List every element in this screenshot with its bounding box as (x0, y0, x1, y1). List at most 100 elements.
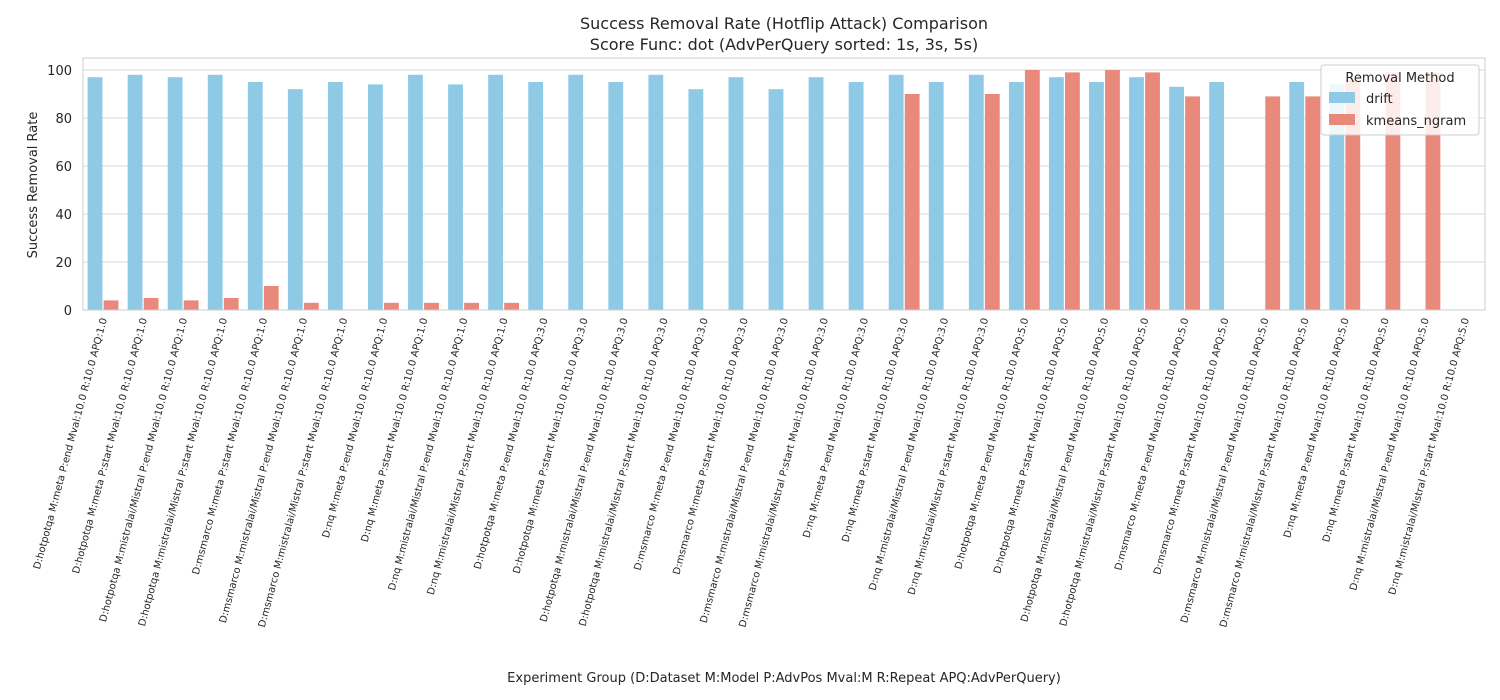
x-tick-label: D:nq M:mistralai/Mistral P:end Mval:10.0… (387, 317, 471, 592)
bar-kmeans-ngram (904, 94, 920, 310)
bar-drift (688, 89, 704, 310)
bar-kmeans-ngram (984, 94, 1000, 310)
bar-kmeans-ngram (1265, 96, 1281, 311)
y-tick-label: 60 (55, 160, 72, 175)
bar-drift (928, 82, 944, 310)
x-tick-label: D:msmarco M:meta P:start Mval:10.0 R:10.… (672, 317, 751, 576)
x-tick-label: D:nq M:mistralai/Mistral P:start Mval:10… (426, 317, 511, 596)
x-tick-label: D:hotpotqa M:meta P:end Mval:10.0 R:10.0… (32, 317, 110, 571)
x-tick-label: D:msmarco M:mistralai/Mistral P:end Mval… (1179, 317, 1271, 625)
x-tick-label: D:msmarco M:mistralai/Mistral P:end Mval… (699, 317, 791, 625)
x-tick-label: D:hotpotqa M:mistralai/Mistral P:end Mva… (539, 317, 631, 623)
bar-drift (1169, 86, 1184, 310)
x-tick-label: D:msmarco M:meta P:end Mval:10.0 R:10.0 … (1113, 317, 1191, 572)
legend: Removal Method drift kmeans_ngram (1320, 64, 1480, 136)
x-tick-label: D:msmarco M:mistralai/Mistral P:start Mv… (738, 317, 831, 629)
legend-swatch-kmeans-ngram (1329, 114, 1355, 125)
bar-drift (1329, 84, 1345, 311)
x-tick-label: D:msmarco M:mistralai/Mistral P:start Mv… (1218, 317, 1311, 629)
x-tick-label: D:hotpotqa M:mistralai/Mistral P:end Mva… (1019, 317, 1111, 623)
bar-drift (768, 89, 784, 310)
y-axis-label: Success Removal Rate (26, 112, 41, 259)
bar-drift (968, 74, 984, 310)
bar-drift (368, 84, 383, 311)
bar-drift (167, 77, 183, 310)
bar-drift (608, 82, 624, 310)
legend-label-drift: drift (1366, 92, 1393, 107)
bar-drift (1048, 77, 1064, 310)
legend-swatch-drift (1329, 92, 1355, 103)
bar-drift (888, 74, 904, 310)
bar-kmeans-ngram (1065, 72, 1080, 311)
x-axis-label: Experiment Group (D:Dataset M:Model P:Ad… (507, 671, 1061, 686)
x-tick-label: D:nq M:mistralai/Mistral P:end Mval:10.0… (1348, 317, 1432, 592)
bar-drift (207, 74, 223, 310)
bar-kmeans-ngram (464, 302, 479, 310)
x-tick-label: D:msmarco M:meta P:start Mval:10.0 R:10.… (1152, 317, 1231, 576)
bar-kmeans-ngram (504, 302, 520, 310)
x-tick-label: D:nq M:mistralai/Mistral P:end Mval:10.0… (868, 317, 952, 592)
bar-kmeans-ngram (183, 300, 199, 310)
legend-box (1320, 64, 1480, 136)
legend-label-kmeans-ngram: kmeans_ngram (1366, 114, 1466, 129)
bar-kmeans-ngram (303, 302, 319, 310)
chart-subtitle: Score Func: dot (AdvPerQuery sorted: 1s,… (590, 35, 978, 54)
x-tick-label: D:hotpotqa M:meta P:start Mval:10.0 R:10… (992, 317, 1071, 575)
x-tick-label: D:hotpotqa M:mistralai/Mistral P:start M… (137, 317, 230, 628)
x-tick-label: D:hotpotqa M:mistralai/Mistral P:end Mva… (98, 317, 190, 623)
x-tick-label: D:msmarco M:mistralai/Mistral P:end Mval… (218, 317, 310, 625)
bar-kmeans-ngram (1185, 96, 1200, 311)
bar-kmeans-ngram (1105, 70, 1120, 310)
bar-drift (448, 84, 463, 311)
x-tick-label: D:msmarco M:meta P:start Mval:10.0 R:10.… (191, 317, 270, 576)
bar-kmeans-ngram (223, 298, 239, 310)
bar-kmeans-ngram (1024, 70, 1040, 310)
bar-drift (287, 89, 303, 310)
bar-drift (568, 74, 584, 310)
chart-title: Success Removal Rate (Hotflip Attack) Co… (580, 14, 988, 33)
x-tick-label: D:nq M:mistralai/Mistral P:start Mval:10… (906, 317, 991, 596)
y-tick-label: 80 (55, 112, 72, 127)
bar-kmeans-ngram (103, 300, 119, 310)
y-tick-label: 100 (47, 64, 72, 79)
bar-drift (808, 77, 824, 310)
bars (87, 70, 1441, 311)
legend-title: Removal Method (1345, 71, 1454, 86)
y-tick-label: 40 (55, 208, 72, 223)
bar-drift (488, 74, 503, 310)
bar-drift (1129, 77, 1144, 310)
bar-kmeans-ngram (1145, 72, 1160, 311)
bar-kmeans-ngram (143, 298, 159, 310)
x-tick-labels: D:hotpotqa M:meta P:end Mval:10.0 R:10.0… (32, 317, 1472, 629)
bar-drift (1089, 82, 1104, 310)
bar-drift (247, 82, 263, 310)
plot-frame (82, 57, 1486, 311)
x-tick-label: D:hotpotqa M:mistralai/Mistral P:start M… (578, 317, 671, 628)
bar-kmeans-ngram (384, 302, 399, 310)
bar-drift (528, 82, 544, 310)
bar-drift (1008, 82, 1024, 310)
bar-drift (728, 77, 744, 310)
bar-drift (327, 82, 343, 310)
bar-drift (87, 77, 103, 310)
bar-kmeans-ngram (1305, 96, 1321, 311)
bar-drift (1209, 82, 1225, 310)
x-tick-label: D:msmarco M:mistralai/Mistral P:start Mv… (257, 317, 350, 629)
bar-drift (127, 74, 143, 310)
x-tick-label: D:hotpotqa M:meta P:start Mval:10.0 R:10… (71, 317, 150, 575)
bar-drift (408, 74, 423, 310)
bar-kmeans-ngram (1345, 79, 1361, 310)
bar-kmeans-ngram (263, 286, 279, 310)
x-tick-label: D:msmarco M:meta P:end Mval:10.0 R:10.0 … (633, 317, 711, 572)
x-tick-label: D:nq M:mistralai/Mistral P:start Mval:10… (1387, 317, 1472, 596)
x-tick-label: D:hotpotqa M:meta P:end Mval:10.0 R:10.0… (953, 317, 1031, 571)
y-tick-label: 0 (64, 304, 72, 319)
bar-drift (648, 74, 664, 310)
bar-drift (848, 82, 864, 310)
bar-kmeans-ngram (424, 302, 439, 310)
y-tick-label: 20 (55, 256, 72, 271)
x-tick-label: D:hotpotqa M:mistralai/Mistral P:start M… (1058, 317, 1151, 628)
y-tick-labels: 0 20 40 60 80 100 (47, 64, 72, 319)
bar-drift (1289, 82, 1305, 310)
